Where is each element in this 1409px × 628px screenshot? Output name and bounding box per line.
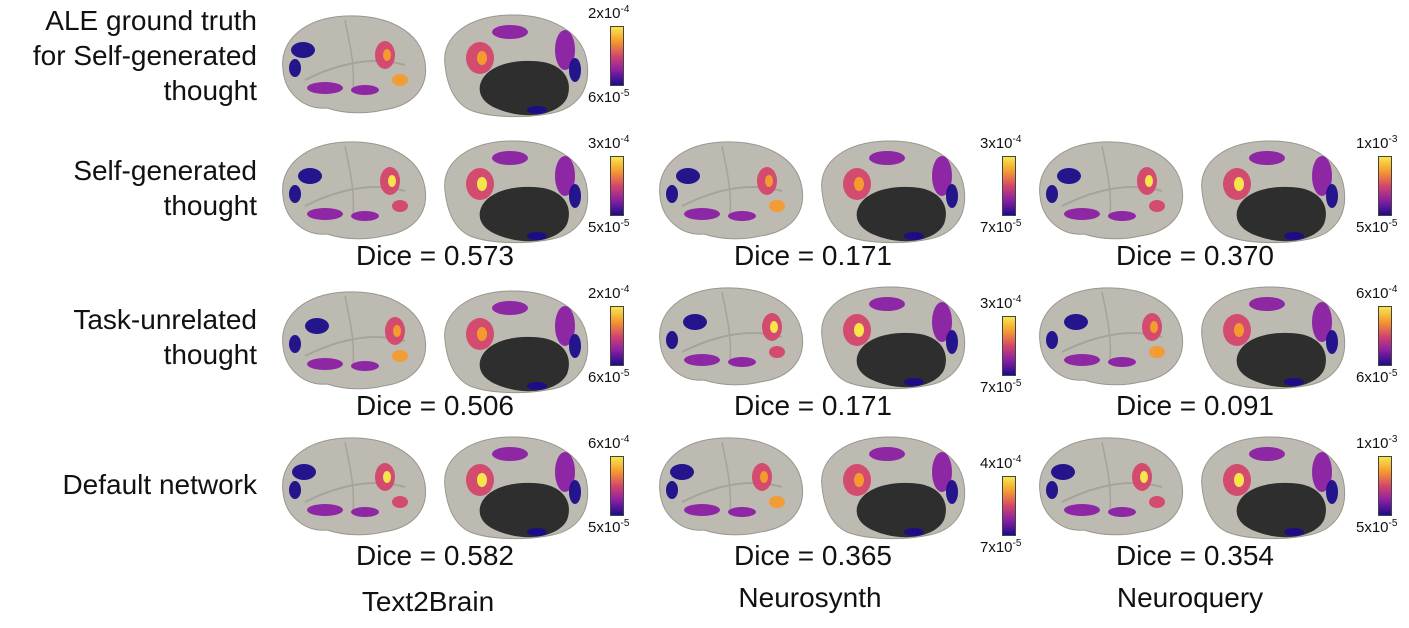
brain-map-neurosynth-self bbox=[659, 140, 966, 244]
dice-neuroquery-default: Dice = 0.354 bbox=[1116, 540, 1274, 571]
dice-text2brain-task: Dice = 0.506 bbox=[356, 390, 514, 421]
brain-map-neuroquery-self bbox=[1039, 140, 1346, 244]
row-label-self-generated: Self-generated thought bbox=[73, 155, 257, 221]
dice-neurosynth-default: Dice = 0.365 bbox=[734, 540, 892, 571]
dice-neurosynth-task: Dice = 0.171 bbox=[734, 390, 892, 421]
brain-map-text2brain-default bbox=[282, 436, 589, 540]
brain-map-neuroquery-default bbox=[1039, 436, 1346, 540]
col-label-text2brain: Text2Brain bbox=[361, 586, 495, 617]
brain-map-ale bbox=[282, 14, 589, 118]
dice-neuroquery-task: Dice = 0.091 bbox=[1116, 390, 1274, 421]
col-label-neurosynth: Neurosynth bbox=[738, 582, 882, 613]
brain-map-neuroquery-task bbox=[1039, 286, 1346, 390]
dice-text2brain-self: Dice = 0.573 bbox=[356, 240, 514, 271]
brain-map-neurosynth-default bbox=[659, 436, 966, 540]
dice-neuroquery-self: Dice = 0.370 bbox=[1116, 240, 1274, 271]
row-label-task-unrelated: Task-unrelated thought bbox=[73, 304, 257, 370]
brain-map-text2brain-self bbox=[282, 140, 589, 244]
row-label-default-network: Default network bbox=[62, 469, 257, 500]
dice-neurosynth-self: Dice = 0.171 bbox=[734, 240, 892, 271]
row-label-ale: ALE ground truth for Self-generated thou… bbox=[32, 5, 257, 106]
dice-text2brain-default: Dice = 0.582 bbox=[356, 540, 514, 571]
col-label-neuroquery: Neuroquery bbox=[1116, 582, 1264, 613]
brain-map-neurosynth-task bbox=[659, 286, 966, 390]
brain-map-text2brain-task bbox=[282, 290, 589, 394]
